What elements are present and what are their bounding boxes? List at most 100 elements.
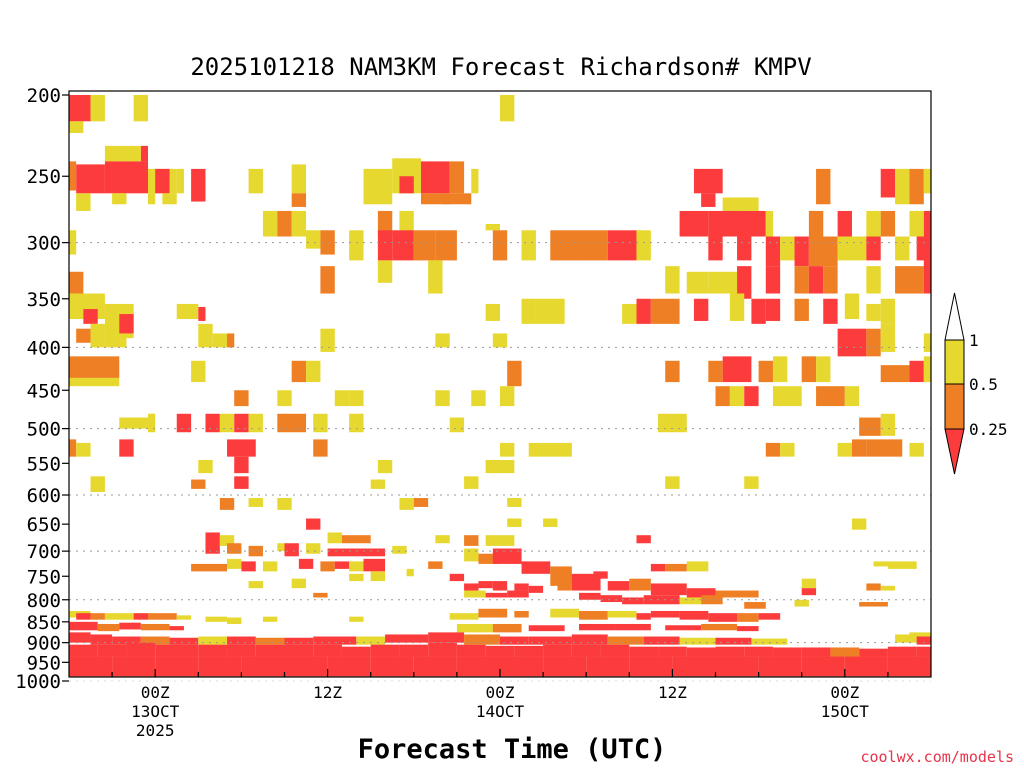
heatmap-cell [851,439,867,457]
heatmap-cell [298,558,314,569]
heatmap-cell [191,168,206,202]
heatmap-cell [837,210,852,237]
heatmap-cell [708,236,723,261]
heatmap-cell [69,377,120,387]
heatmap-cell [241,656,285,677]
heatmap-cell [887,656,931,677]
heatmap-cell [313,636,357,645]
heatmap-cell [701,595,723,605]
legend-swatch [944,292,965,341]
heatmap-cell [636,230,651,261]
heatmap-cell [392,230,414,261]
heatmap-cell [679,597,702,605]
heatmap-cell [485,460,515,474]
heatmap-cell [521,561,551,574]
heatmap-cell [464,548,479,562]
heatmap-cell [234,456,249,474]
heatmap-cell [844,386,860,407]
heatmap-cell [413,656,457,677]
heatmap-cell [744,197,759,211]
legend: 1 0.5 0.25 [944,292,1008,475]
heatmap-cell [485,303,500,321]
heatmap-cell [629,656,673,677]
heatmap-cell [866,210,881,237]
heatmap-cell [219,413,235,433]
heatmap-cell [909,442,924,457]
heatmap-cell [823,298,838,324]
legend-label: 0.25 [969,420,1008,439]
heatmap-cell [76,328,91,343]
heatmap-cell [500,442,515,457]
heatmap-cell [521,298,536,324]
heatmap-cell [758,613,781,620]
heatmap-cell [765,210,773,237]
heatmap-cell [464,535,479,546]
heatmap-cell [69,230,77,255]
credit-text: coolwx.com/models [860,748,1014,766]
heatmap-cell [349,561,364,572]
x-tick-label: 00Z [830,683,859,702]
heatmap-cell [90,476,105,492]
heatmap-cell [643,636,680,645]
heatmap-cell [169,626,184,631]
heatmap-cell [866,583,881,591]
heatmap-cell [650,563,666,572]
heatmap-cell [600,644,630,657]
heatmap-cell [909,168,924,205]
heatmap-cell [579,592,601,600]
heatmap-cell [349,573,364,582]
heatmap-cell [593,571,608,579]
heatmap-cell [887,646,917,657]
heatmap-cell [880,168,896,198]
heatmap-cell [708,210,766,237]
heatmap-cell [500,636,529,645]
heatmap-cell [464,583,479,591]
heatmap-cell [104,161,149,194]
heatmap-cell [90,323,105,348]
heatmap-cell [765,266,781,294]
heatmap-cell [514,610,529,618]
heatmap-cell [176,303,199,319]
heatmap-cell [880,585,896,591]
heatmap-cell [751,298,766,324]
heatmap-cell [801,578,817,589]
heatmap-cell [370,571,386,582]
heatmap-cell [492,548,522,564]
heatmap-cell [442,193,472,205]
legend-label: 1 [969,331,979,350]
heatmap-cell [227,636,256,645]
heatmap-cell [507,498,522,507]
heatmap-cell [104,613,134,620]
heatmap-cell [306,360,321,383]
heatmap-cell [370,479,386,489]
heatmap-cell [880,323,896,352]
heatmap-cell [837,442,852,457]
y-tick-label: 750 [27,566,61,588]
heatmap-cell [658,646,687,657]
heatmap-cell [76,164,105,194]
heatmap-cell [500,535,515,546]
heatmap-cell [866,266,881,294]
heatmap-cell [69,161,77,191]
heatmap-cell [722,356,752,383]
heatmap-cell [471,390,486,407]
heatmap-cell [69,271,84,294]
y-tick-label: 200 [27,85,61,107]
heatmap-cell [198,656,242,677]
heatmap-cell [234,390,249,407]
heatmap-cell [320,561,335,572]
heatmap-cell [234,476,249,489]
heatmap-cell [859,648,888,657]
heatmap-cell [758,656,802,677]
heatmap-cell [162,193,177,205]
heatmap-cell [219,498,235,510]
heatmap-cell [191,360,206,383]
heatmap-cell [507,590,529,598]
heatmap-cell [219,535,235,546]
heatmap-cell [844,656,888,677]
heatmap-cell [320,230,335,255]
heatmap-cell [693,298,709,321]
heatmap-cell [428,260,443,294]
heatmap-cell [715,656,759,677]
heatmap-cell [607,636,644,645]
